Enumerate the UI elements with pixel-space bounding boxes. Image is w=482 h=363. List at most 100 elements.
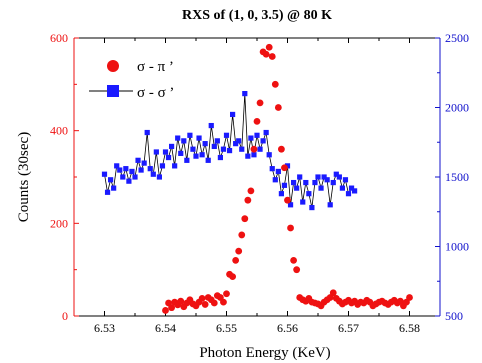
sigma-sigma-point	[260, 138, 266, 144]
sigma-sigma-point	[342, 177, 349, 183]
sigma-sigma-point	[324, 177, 330, 183]
sigma-sigma-point	[172, 163, 178, 169]
sigma-sigma-point	[104, 189, 111, 195]
sigma-sigma-point	[214, 138, 220, 144]
y-right-tick-label: 2000	[445, 101, 469, 115]
sigma-sigma-point	[254, 132, 260, 138]
y-left-tick-label: 0	[62, 309, 68, 323]
sigma-sigma-point	[187, 132, 193, 138]
sigma-sigma-point	[123, 166, 129, 172]
sigma-sigma-point	[272, 177, 278, 183]
sigma-pi-point	[244, 196, 252, 204]
sigma-sigma-point	[348, 185, 355, 191]
y-left-tick-label: 400	[50, 124, 68, 138]
sigma-sigma-point	[178, 150, 184, 156]
y-right-tick-label: 1000	[445, 240, 469, 254]
sigma-sigma-point	[126, 178, 132, 184]
sigma-sigma-point	[108, 177, 114, 183]
sigma-sigma-point	[291, 179, 297, 186]
sigma-pi-point	[201, 301, 209, 308]
sigma-sigma-point	[239, 146, 245, 152]
sigma-pi-point	[238, 231, 246, 239]
sigma-sigma-point	[309, 204, 315, 211]
sigma-pi-point	[210, 299, 218, 307]
sigma-sigma-point	[281, 182, 288, 188]
sigma-pi-point	[293, 266, 301, 274]
sigma-sigma-point	[327, 202, 333, 208]
sigma-sigma-point	[159, 163, 166, 169]
sigma-pi-point	[274, 104, 282, 111]
sigma-sigma-point	[345, 191, 352, 197]
sigma-sigma-point	[144, 129, 150, 136]
sigma-pi-point	[247, 187, 255, 195]
sigma-sigma-point	[156, 174, 162, 180]
sigma-sigma-point	[141, 160, 147, 166]
sigma-sigma-point	[230, 111, 236, 118]
sigma-sigma-point	[321, 174, 327, 180]
sigma-sigma-point	[333, 171, 339, 177]
y-axis-left-label: Counts (30sec)	[16, 132, 32, 222]
sigma-pi-point	[262, 50, 270, 58]
sigma-sigma-point	[312, 179, 318, 186]
sigma-sigma-point	[205, 157, 211, 163]
x-tick-label: 6.53	[94, 321, 115, 335]
sigma-sigma-point	[199, 152, 205, 158]
sigma-sigma-point	[132, 174, 138, 180]
sigma-sigma-point	[278, 191, 284, 197]
sigma-pi-point	[256, 99, 264, 107]
sigma-sigma-point	[190, 146, 196, 152]
sigma-pi-point	[268, 53, 276, 60]
sigma-sigma-point	[220, 146, 227, 152]
sigma-sigma-point	[162, 149, 169, 155]
sigma-sigma-point	[147, 166, 153, 172]
legend-marker-sigma	[107, 85, 119, 97]
y-left-tick-label: 200	[50, 216, 68, 230]
sigma-pi-point	[329, 289, 337, 297]
sigma-sigma-point	[211, 143, 217, 150]
sigma-pi-point	[278, 145, 285, 153]
sigma-sigma-point	[169, 143, 175, 150]
x-tick-label: 6.58	[399, 321, 420, 335]
sigma-sigma-point	[248, 135, 254, 141]
y-right-tick-label: 1500	[445, 170, 469, 184]
y-right-tick-label: 2500	[445, 31, 469, 45]
sigma-pi-point	[253, 118, 261, 125]
sigma-sigma-point	[135, 157, 141, 163]
sigma-pi-point	[177, 297, 185, 305]
x-tick-label: 6.56	[277, 321, 298, 335]
sigma-sigma-point	[306, 191, 312, 197]
legend-marker-pi	[107, 60, 119, 72]
sigma-sigma-point	[217, 154, 223, 161]
sigma-pi-point	[281, 164, 288, 172]
x-tick-label: 6.55	[216, 321, 237, 335]
sigma-sigma-point	[223, 132, 230, 138]
sigma-pi-point	[223, 290, 230, 298]
sigma-sigma-point	[275, 168, 281, 175]
sigma-pi-point	[265, 43, 273, 51]
sigma-sigma-point	[101, 171, 108, 177]
sigma-sigma-point	[315, 174, 321, 180]
sigma-sigma-point	[181, 138, 187, 144]
sigma-pi-point	[250, 145, 258, 153]
x-axis-label: Photon Energy (KeV)	[199, 345, 330, 361]
sigma-sigma-point	[294, 185, 300, 191]
sigma-sigma-point	[233, 141, 239, 147]
sigma-sigma-point	[184, 157, 190, 163]
sigma-sigma-point	[153, 149, 159, 155]
sigma-pi-point	[287, 224, 294, 232]
sigma-sigma-point	[175, 135, 181, 141]
sigma-sigma-point	[269, 166, 275, 172]
sigma-sigma-point	[129, 168, 135, 175]
sigma-pi-point	[198, 294, 206, 302]
sigma-pi-point	[271, 80, 279, 88]
sigma-pi-point	[168, 304, 176, 312]
legend: σ - π ’ σ - σ ’	[89, 59, 174, 101]
sigma-sigma-point	[196, 135, 202, 141]
sigma-pi-point	[406, 294, 413, 301]
sigma-sigma-point	[287, 202, 294, 208]
sigma-sigma-point	[330, 179, 336, 186]
sigma-pi-point	[235, 247, 243, 255]
x-tick-label: 6.57	[338, 321, 359, 335]
series-marks	[101, 43, 413, 314]
